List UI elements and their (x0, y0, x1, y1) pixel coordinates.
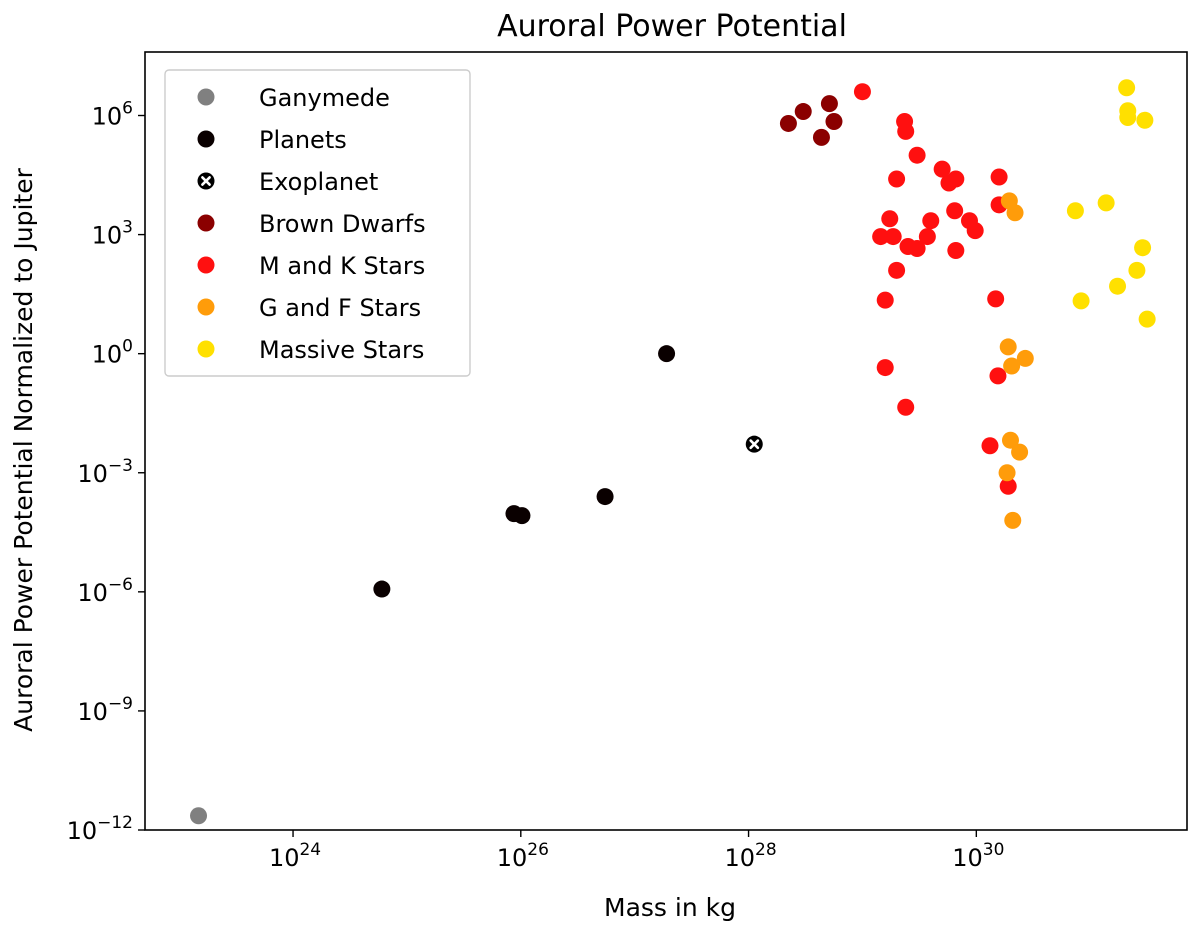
m-and-k-stars-point (897, 398, 915, 416)
m-and-k-stars-point (966, 222, 984, 240)
g-and-f-stars-point (1001, 431, 1019, 449)
m-and-k-stars-point (933, 160, 951, 178)
legend-box (164, 69, 471, 377)
data-points (190, 79, 1156, 825)
m-and-k-stars-point (918, 228, 936, 246)
m-and-k-stars-point (990, 168, 1008, 186)
y-tick-label: 10−9 (77, 694, 133, 726)
g-and-f-stars-point (1003, 357, 1021, 375)
m-and-k-stars-point (947, 241, 965, 259)
m-and-k-stars-point (946, 202, 964, 220)
m-and-k-stars-point (872, 228, 890, 246)
massive-stars-point (1109, 277, 1127, 295)
x-axis-label: Mass in kg (604, 893, 736, 922)
brown-dwarfs-point (820, 95, 838, 113)
g-and-f-stars-point (998, 464, 1016, 482)
legend-marker-brown-dwarfs (197, 214, 215, 232)
legend-marker-g-and-f-stars (197, 298, 215, 316)
x-tick-label: 1030 (952, 840, 1004, 872)
m-and-k-stars-point (989, 367, 1007, 385)
massive-stars-point (1128, 261, 1146, 279)
m-and-k-stars-point (922, 212, 940, 230)
legend-label-planets: Planets (259, 126, 347, 154)
m-and-k-stars-point (897, 122, 915, 140)
massive-stars-point (1072, 292, 1090, 310)
m-and-k-stars-point (981, 437, 999, 455)
y-tick-label: 106 (92, 99, 133, 131)
planets-point (513, 507, 531, 525)
massive-stars-point (1136, 111, 1154, 129)
m-and-k-stars-point (888, 261, 906, 279)
m-and-k-stars-point (876, 359, 894, 377)
exoplanet-point (745, 435, 763, 453)
brown-dwarfs-point (794, 103, 812, 121)
m-and-k-stars-point (999, 477, 1017, 495)
m-and-k-stars-point (881, 210, 899, 228)
y-tick-label: 103 (92, 218, 133, 250)
ganymede-point (190, 807, 208, 825)
m-and-k-stars-point (947, 170, 965, 188)
m-and-k-stars-point (908, 146, 926, 164)
y-tick-label: 10−3 (77, 456, 133, 488)
plot-frame (144, 51, 1188, 831)
m-and-k-stars-point (987, 290, 1005, 308)
massive-stars-point (1134, 239, 1152, 257)
brown-dwarfs-point (812, 128, 830, 146)
legend-label-brown-dwarfs: Brown Dwarfs (259, 210, 426, 238)
legend-marker-exoplanet (197, 172, 215, 190)
massive-stars-point (1066, 202, 1084, 220)
x-tick-label: 1024 (269, 840, 321, 872)
massive-stars-point (1118, 79, 1136, 97)
legend-marker-massive-stars (197, 340, 215, 358)
m-and-k-stars-point (908, 239, 926, 257)
g-and-f-stars-point (1006, 204, 1024, 222)
y-axis-label: Auroral Power Potential Normalized to Ju… (9, 167, 38, 731)
legend-marker-m-and-k-stars (197, 256, 215, 274)
planets-point (373, 580, 391, 598)
legend-label-g-and-f-stars: G and F Stars (259, 294, 421, 322)
y-tick-label: 10−6 (77, 575, 133, 607)
massive-stars-point (1097, 194, 1115, 212)
x-tick-label: 1028 (724, 840, 776, 872)
chart-title: Auroral Power Potential (497, 9, 847, 44)
massive-stars-point (1138, 310, 1156, 328)
legend-marker-ganymede (197, 88, 215, 106)
m-and-k-stars-point (853, 83, 871, 101)
brown-dwarfs-point (825, 112, 843, 130)
planets-point (658, 345, 676, 363)
legend: Ganymede Planets Exoplanet Brown Dwarfs M an… (164, 69, 471, 377)
g-and-f-stars-point (1004, 511, 1022, 529)
massive-stars-point (1119, 108, 1137, 126)
legend-label-massive-stars: Massive Stars (259, 336, 424, 364)
y-tick-label: 10−12 (67, 813, 133, 845)
x-axis-ticks: 1024 1026 1028 1030 (269, 830, 1004, 872)
brown-dwarfs-point (779, 114, 797, 132)
m-and-k-stars-point (888, 170, 906, 188)
legend-label-exoplanet: Exoplanet (259, 168, 378, 196)
g-and-f-stars-point (999, 338, 1017, 356)
legend-marker-planets (197, 130, 215, 148)
legend-label-m-and-k-stars: M and K Stars (259, 252, 425, 280)
g-and-f-stars-point (1016, 349, 1034, 367)
m-and-k-stars-point (884, 228, 902, 246)
x-tick-label: 1026 (497, 840, 549, 872)
m-and-k-stars-point (876, 291, 894, 309)
y-tick-label: 100 (92, 337, 133, 369)
g-and-f-stars-point (1011, 443, 1029, 461)
planets-point (596, 488, 614, 506)
y-axis-ticks: 106 103 100 10−3 10−6 10−9 10−12 (67, 99, 145, 845)
legend-label-ganymede: Ganymede (259, 84, 390, 112)
